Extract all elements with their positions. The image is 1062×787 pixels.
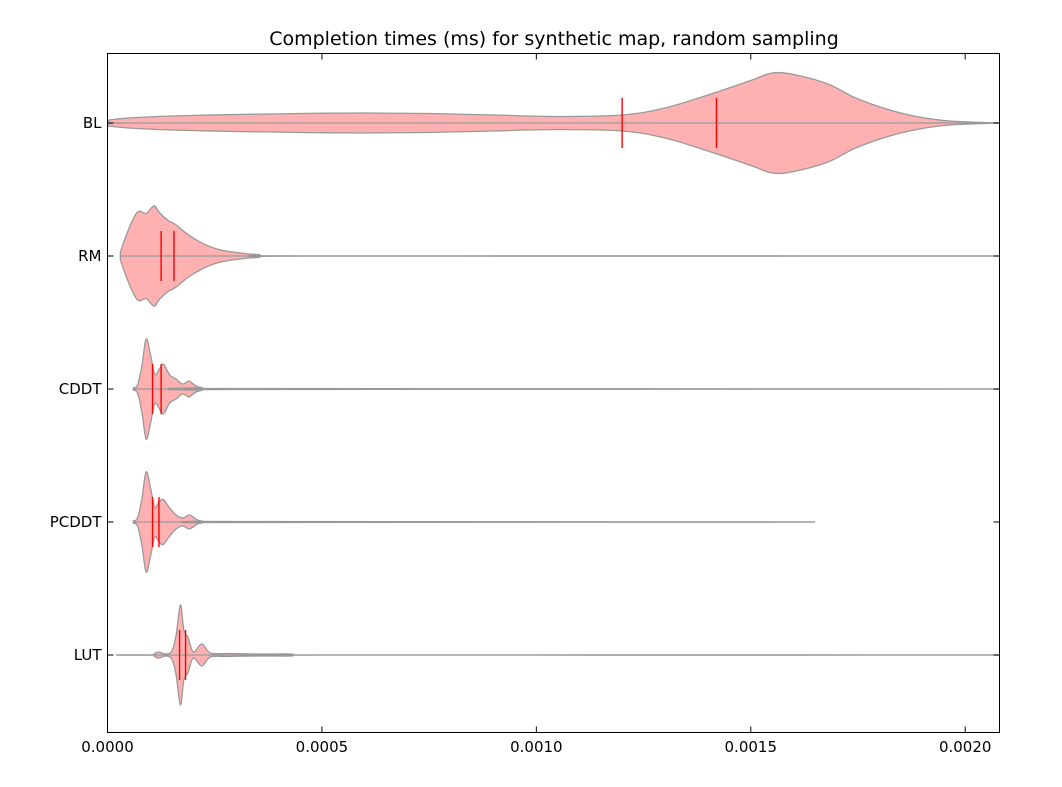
plot-frame (107, 53, 1000, 733)
y-tick-label-rm: RM (78, 247, 101, 265)
x-tick-label: 0.0015 (725, 738, 778, 756)
y-tick-label-lut: LUT (74, 646, 103, 664)
y-axis: BL RM CDDT PCDDT LUT (50, 114, 1000, 664)
x-tick-label: 0.0005 (296, 738, 349, 756)
y-tick-label-pcddt: PCDDT (50, 513, 103, 531)
x-tick-label: 0.0000 (81, 738, 134, 756)
x-tick-label: 0.0010 (510, 738, 563, 756)
violin-group (107, 71, 1000, 706)
x-tick-label: 0.0020 (939, 738, 992, 756)
x-axis: 0.0000 0.0005 0.0010 0.0015 0.0020 (81, 53, 992, 756)
y-tick-label-cddt: CDDT (59, 380, 103, 398)
chart-title: Completion times (ms) for synthetic map,… (269, 28, 839, 50)
y-tick-label-bl: BL (83, 114, 102, 132)
